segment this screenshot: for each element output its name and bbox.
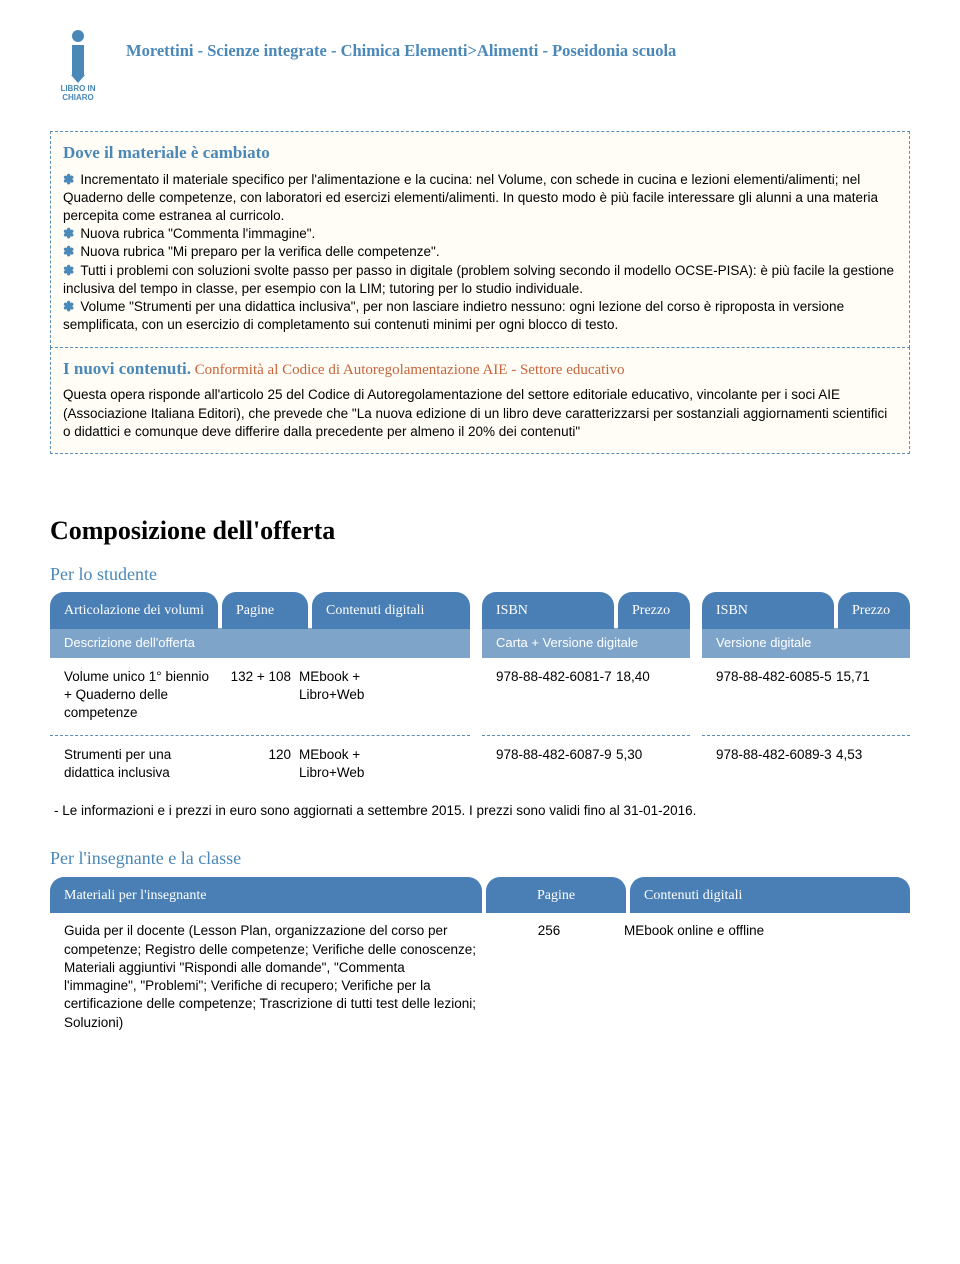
cell-contenuti: MEbook + Libro+Web bbox=[299, 746, 429, 782]
table-col-right: ISBN Prezzo Versione digitale 978-88-482… bbox=[702, 592, 910, 794]
cell-isbn: 978-88-482-6087-9 bbox=[496, 746, 616, 764]
logo-libro-in-chiaro: LIBRO INCHIARO bbox=[50, 30, 106, 103]
price-footnote: - Le informazioni e i prezzi in euro son… bbox=[50, 802, 910, 820]
cell-desc: Strumenti per una didattica inclusiva bbox=[64, 746, 219, 782]
cell-pagine: 256 bbox=[494, 922, 604, 1031]
bullet-item: ✽Tutti i problemi con soluzioni svolte p… bbox=[63, 262, 897, 298]
subheader-descrizione: Descrizione dell'offerta bbox=[50, 628, 470, 658]
table-row: 978-88-482-6087-9 5,30 bbox=[482, 736, 690, 776]
cell-prezzo: 5,30 bbox=[616, 746, 676, 764]
column-header-pagine: Pagine bbox=[222, 592, 308, 629]
table-row: Guida per il docente (Lesson Plan, organ… bbox=[50, 912, 910, 1041]
bullet-item: ✽Incrementato il materiale specifico per… bbox=[63, 171, 897, 226]
table-col-mid: ISBN Prezzo Carta + Versione digitale 97… bbox=[482, 592, 690, 794]
bullet-item: ✽Volume "Strumenti per una didattica inc… bbox=[63, 298, 897, 334]
column-header-articolazione: Articolazione dei volumi bbox=[50, 592, 218, 629]
page-header: LIBRO INCHIARO Morettini - Scienze integ… bbox=[50, 30, 910, 103]
section-title: I nuovi contenuti. bbox=[63, 359, 191, 378]
bullet-item: ✽Nuova rubrica "Mi preparo per la verifi… bbox=[63, 243, 897, 261]
heading-composizione: Composizione dell'offerta bbox=[50, 513, 910, 548]
table-row: 978-88-482-6085-5 15,71 bbox=[702, 658, 910, 736]
cell-isbn: 978-88-482-6085-5 bbox=[716, 668, 836, 723]
section-heading-row: I nuovi contenuti. Conformità al Codice … bbox=[63, 358, 897, 381]
section-body: Questa opera risponde all'articolo 25 de… bbox=[63, 386, 897, 441]
heading-per-lo-studente: Per lo studente bbox=[50, 562, 910, 586]
cell-prezzo: 15,71 bbox=[836, 668, 896, 723]
section-nuovi-contenuti: I nuovi contenuti. Conformità al Codice … bbox=[50, 347, 910, 455]
bullet-item: ✽Nuova rubrica "Commenta l'immagine". bbox=[63, 225, 897, 243]
heading-per-insegnante: Per l'insegnante e la classe bbox=[50, 846, 910, 870]
column-header-prezzo: Prezzo bbox=[618, 592, 690, 629]
cell-isbn: 978-88-482-6081-7 bbox=[496, 668, 616, 723]
cell-prezzo: 4,53 bbox=[836, 746, 896, 764]
column-header-isbn: ISBN bbox=[702, 592, 834, 629]
star-icon: ✽ bbox=[63, 243, 74, 261]
star-icon: ✽ bbox=[63, 262, 74, 280]
column-header-isbn: ISBN bbox=[482, 592, 614, 629]
logo-base-icon bbox=[71, 75, 85, 83]
column-header-prezzo: Prezzo bbox=[838, 592, 910, 629]
cell-contenuti: MEbook + Libro+Web bbox=[299, 668, 429, 723]
table-row: Volume unico 1° biennio + Quaderno delle… bbox=[50, 658, 470, 736]
cell-pagine: 120 bbox=[219, 746, 299, 782]
logo-dot-icon bbox=[72, 30, 84, 42]
cell-desc: Guida per il docente (Lesson Plan, organ… bbox=[64, 922, 494, 1031]
cell-pagine: 132 + 108 bbox=[219, 668, 299, 723]
document-title: Morettini - Scienze integrate - Chimica … bbox=[126, 40, 676, 62]
section-materiale-cambiato: Dove il materiale è cambiato ✽Incrementa… bbox=[50, 131, 910, 348]
section-title: Dove il materiale è cambiato bbox=[63, 142, 897, 165]
section-body: ✽Incrementato il materiale specifico per… bbox=[63, 171, 897, 335]
teacher-table: Materiali per l'insegnante Pagine Conten… bbox=[50, 877, 910, 1042]
cell-prezzo: 18,40 bbox=[616, 668, 676, 723]
subheader-versione: Versione digitale bbox=[702, 628, 910, 658]
column-header-contenuti: Contenuti digitali bbox=[312, 592, 470, 629]
star-icon: ✽ bbox=[63, 171, 74, 189]
logo-text: LIBRO INCHIARO bbox=[60, 85, 95, 103]
student-offer-table: Articolazione dei volumi Pagine Contenut… bbox=[50, 592, 910, 794]
column-header-materiali: Materiali per l'insegnante bbox=[50, 877, 482, 914]
star-icon: ✽ bbox=[63, 298, 74, 316]
table-col-left: Articolazione dei volumi Pagine Contenut… bbox=[50, 592, 470, 794]
cell-desc: Volume unico 1° biennio + Quaderno delle… bbox=[64, 668, 219, 723]
table-row: Strumenti per una didattica inclusiva 12… bbox=[50, 736, 470, 794]
section-subtitle: Conformità al Codice di Autoregolamentaz… bbox=[195, 362, 625, 378]
cell-contenuti: MEbook online e offline bbox=[604, 922, 896, 1031]
logo-stem-icon bbox=[72, 45, 84, 75]
star-icon: ✽ bbox=[63, 225, 74, 243]
subheader-carta: Carta + Versione digitale bbox=[482, 628, 690, 658]
column-header-contenuti: Contenuti digitali bbox=[630, 877, 910, 914]
cell-isbn: 978-88-482-6089-3 bbox=[716, 746, 836, 764]
column-header-pagine: Pagine bbox=[486, 877, 626, 914]
table-row: 978-88-482-6081-7 18,40 bbox=[482, 658, 690, 736]
table-row: 978-88-482-6089-3 4,53 bbox=[702, 736, 910, 776]
